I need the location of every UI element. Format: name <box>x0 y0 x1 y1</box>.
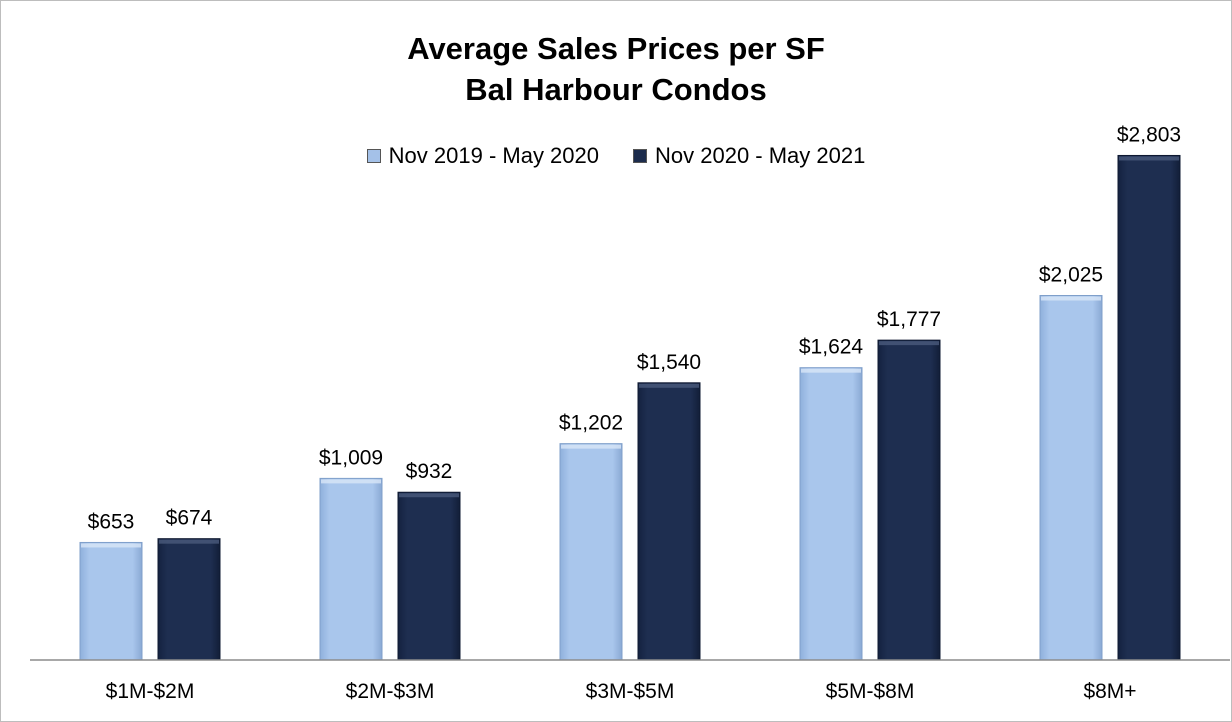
legend: Nov 2019 - May 2020 Nov 2020 - May 2021 <box>0 143 1232 169</box>
bar-series-1-0 <box>79 541 143 661</box>
bar-highlight-series-1-3 <box>801 368 861 373</box>
data-label-series-2-4: $2,803 <box>1117 123 1181 146</box>
bar-series-2-4 <box>1117 154 1181 661</box>
data-label-series-2-1: $932 <box>406 460 453 483</box>
bar-highlight-series-1-2 <box>561 444 621 449</box>
legend-label-series-1: Nov 2019 - May 2020 <box>388 143 599 168</box>
bar-series-2-1 <box>397 491 461 661</box>
bar-highlight-series-2-4 <box>1119 156 1179 161</box>
data-label-series-1-0: $653 <box>88 510 135 533</box>
data-label-series-1-1: $1,009 <box>319 446 383 469</box>
data-label-series-1-4: $2,025 <box>1039 264 1103 287</box>
x-tick-label-4: $8M+ <box>1083 680 1136 703</box>
x-tick-label-1: $2M-$3M <box>346 680 435 703</box>
bar-highlight-series-2-3 <box>879 341 939 346</box>
legend-swatch-series-1 <box>366 149 381 163</box>
chart-title-line-1: Average Sales Prices per SF <box>407 31 825 66</box>
chart-title: Average Sales Prices per SF Bal Harbour … <box>0 28 1232 110</box>
bar-highlight-series-2-2 <box>639 383 699 388</box>
chart-title-line-2: Bal Harbour Condos <box>465 72 767 107</box>
x-tick-label-0: $1M-$2M <box>106 680 195 703</box>
bar-series-1-3 <box>799 367 863 661</box>
data-label-series-2-0: $674 <box>166 507 213 530</box>
bar-series-2-2 <box>637 382 701 661</box>
x-tick-label-2: $3M-$5M <box>586 680 675 703</box>
bar-series-1-1 <box>319 477 383 661</box>
data-label-series-1-3: $1,624 <box>799 336 864 359</box>
legend-item-series-2: Nov 2020 - May 2021 <box>633 143 865 169</box>
data-label-series-1-2: $1,202 <box>559 412 623 435</box>
bar-highlight-series-2-0 <box>159 539 219 544</box>
bar-highlight-series-1-4 <box>1041 296 1101 301</box>
data-label-series-2-2: $1,540 <box>637 351 701 374</box>
bar-series-2-3 <box>877 339 941 661</box>
data-label-series-2-3: $1,777 <box>877 308 941 331</box>
bar-series-2-0 <box>157 538 221 661</box>
bar-series-1-4 <box>1039 295 1103 661</box>
bar-highlight-series-1-1 <box>321 479 381 484</box>
legend-swatch-series-2 <box>633 149 647 163</box>
legend-label-series-2: Nov 2020 - May 2021 <box>655 143 866 168</box>
bar-highlight-series-1-0 <box>81 543 141 548</box>
legend-item-series-1: Nov 2019 - May 2020 <box>366 143 599 169</box>
bar-series-1-2 <box>559 443 623 661</box>
bar-highlight-series-2-1 <box>399 493 459 498</box>
x-tick-label-3: $5M-$8M <box>826 680 915 703</box>
